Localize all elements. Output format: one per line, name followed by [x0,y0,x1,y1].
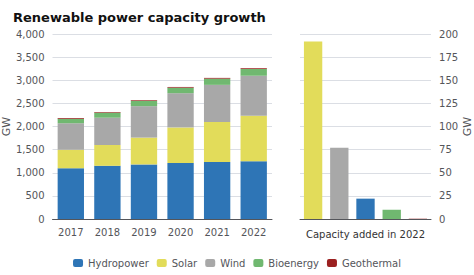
svg-text:Bioenergy: Bioenergy [268,258,319,269]
svg-text:GW: GW [0,117,13,137]
svg-text:25: 25 [439,190,452,201]
svg-text:2021: 2021 [204,227,229,238]
svg-text:2017: 2017 [58,227,83,238]
svg-text:0: 0 [38,214,44,225]
svg-text:200: 200 [439,29,458,40]
svg-text:GW: GW [461,117,474,137]
svg-text:125: 125 [439,98,458,109]
svg-text:4,000: 4,000 [16,29,45,40]
svg-text:2020: 2020 [168,227,193,238]
svg-text:2022: 2022 [241,227,266,238]
svg-text:2,000: 2,000 [16,121,45,132]
svg-text:1,500: 1,500 [16,144,45,155]
svg-text:Solar: Solar [172,258,198,269]
svg-text:100: 100 [439,121,458,132]
svg-text:150: 150 [439,75,458,86]
svg-text:175: 175 [439,52,458,63]
svg-text:3,000: 3,000 [16,75,45,86]
svg-text:2,500: 2,500 [16,98,45,109]
svg-text:75: 75 [439,144,452,155]
svg-text:1,000: 1,000 [16,167,45,178]
svg-text:Geothermal: Geothermal [342,258,401,269]
svg-text:Capacity added in 2022: Capacity added in 2022 [306,229,425,240]
svg-text:Hydropower: Hydropower [88,258,150,269]
svg-text:2019: 2019 [131,227,156,238]
svg-text:3,500: 3,500 [16,52,45,63]
svg-text:50: 50 [439,167,452,178]
svg-text:Wind: Wind [220,258,245,269]
svg-text:Renewable power capacity growt: Renewable power capacity growth [13,10,266,25]
svg-text:2018: 2018 [95,227,120,238]
svg-text:0: 0 [439,214,445,225]
svg-text:500: 500 [25,190,44,201]
